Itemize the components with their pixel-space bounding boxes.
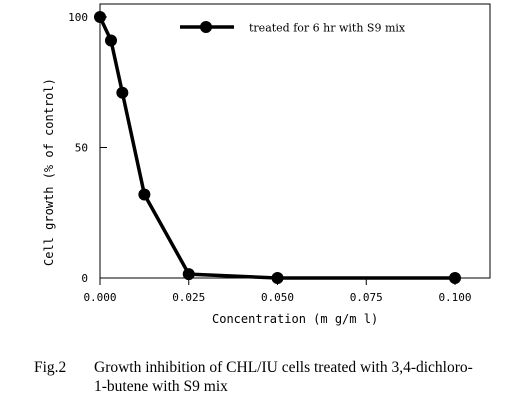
axis-ticks [99, 16, 456, 285]
data-point [138, 188, 151, 201]
legend-marker [200, 21, 212, 33]
y-tick-label: 100 [68, 11, 88, 24]
figure-caption: Fig.2 Growth inhibition of CHL/IU cells t… [34, 358, 504, 396]
y-tick-label: 50 [75, 142, 88, 155]
x-tick-label: 0.025 [172, 291, 205, 304]
data-point [271, 272, 284, 284]
x-tick-label: 0.000 [83, 291, 116, 304]
data-point [449, 272, 461, 284]
y-tick-label: 0 [81, 272, 88, 285]
data-point [182, 268, 195, 281]
caption-line-1: Growth inhibition of CHL/IU cells treate… [94, 359, 473, 376]
plot-frame [99, 3, 491, 279]
data-point [105, 34, 118, 47]
figure-number: Fig.2 [34, 359, 67, 376]
x-tick-label: 0.075 [350, 291, 383, 304]
caption-line-2: 1-butene with S9 mix [94, 378, 228, 395]
y-axis-title: Cell growth (% of control) [42, 78, 56, 266]
data-point [94, 11, 106, 23]
series-line [98, 16, 455, 280]
x-tick-label: 0.050 [261, 291, 294, 304]
legend-label: treated for 6 hr with S9 mix [249, 22, 406, 35]
x-axis-title: Concentration (m g/m l) [212, 312, 378, 326]
x-tick-label: 0.100 [438, 291, 471, 304]
axis-tick-labels: 0 50 100 0.000 0.025 0.050 0.075 0.100 [68, 11, 471, 304]
series-markers [94, 11, 461, 284]
legend: treated for 6 hr with S9 mix [180, 21, 406, 35]
data-point [116, 86, 129, 99]
